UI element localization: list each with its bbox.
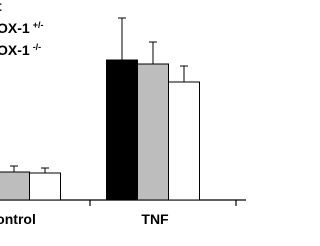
bar	[106, 59, 138, 201]
bar	[168, 81, 200, 201]
x-tick-label: ontrol	[0, 211, 36, 227]
x-tick-label: TNF	[141, 211, 169, 227]
legend-superscript: +/-	[33, 20, 44, 30]
bar	[29, 172, 61, 201]
bar	[0, 171, 30, 201]
legend-label: t	[0, 0, 2, 14]
legend-label: OX-1 -/-	[0, 42, 41, 58]
chart: ontrol TNF t OX-1+/- OX-1-/-	[0, 0, 246, 227]
bar	[137, 63, 169, 201]
legend-superscript: -/-	[33, 42, 42, 52]
legend-label: OX-1 +/-	[0, 20, 43, 36]
